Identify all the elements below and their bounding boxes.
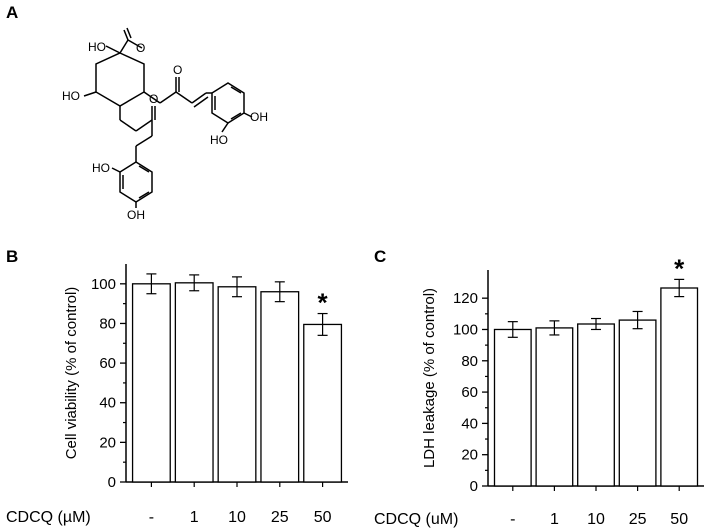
atom-label: HO [92,161,110,175]
y-tick-label: 0 [470,478,478,495]
bar [131,283,171,483]
x-tick-label: 10 [587,511,605,528]
atom-label: HO [62,89,80,103]
bar [660,287,699,487]
y-tick-label: 0 [108,474,116,491]
y-tick-label: 80 [461,353,478,370]
bar [577,323,615,487]
bar [535,327,574,487]
atom-label: OH [250,110,268,124]
catechol-ring-2 [119,161,153,203]
x-tick-label: 10 [228,509,246,526]
carbonyl-label: O [149,92,158,106]
panel-label-c: C [374,247,386,266]
cell-viability-chart: 0 20 40 60 80 100 Cell viability (% of control… [63,264,348,526]
y-tick-label: 60 [461,384,478,401]
x-axis-label-b: CDCQ (µM) [6,509,91,526]
x-tick-label: 25 [271,509,289,526]
bar [493,328,532,487]
y-tick-label: 20 [461,447,478,464]
y-tick-label: 60 [99,355,116,372]
y-tick-label: 20 [99,434,116,451]
y-axis-title: Cell viability (% of control) [63,287,80,460]
y-tick-label: 40 [99,395,116,412]
x-tick-label: - [149,509,154,526]
chemical-structure [83,27,253,208]
structure-labels: HO O HO O O HO OH HO OH HO [62,40,268,222]
bar [618,319,657,487]
y-tick-label: 100 [91,276,116,293]
x-tick-label: 25 [629,511,647,528]
x-tick-label: 50 [314,509,332,526]
bar [174,282,214,483]
significance-marker: * [674,253,685,283]
y-tick-label: 120 [453,290,478,307]
significance-marker: * [318,288,329,318]
ldh-leakage-chart: 0 20 40 60 80 100 120 LDH leakage (% of control… [421,253,704,528]
carbonyl-label: O [173,63,182,77]
panel-label-b: B [6,247,18,266]
catechol-ring-1 [211,82,245,124]
x-tick-label: 1 [190,509,199,526]
carbonyl-label: O [136,41,145,55]
y-axis-title: LDH leakage (% of control) [421,288,438,468]
panel-label-a: A [6,3,18,22]
x-tick-label: 50 [670,511,688,528]
cyclohexane-ring [95,52,145,107]
atom-label: HO [210,133,228,147]
x-tick-label: 1 [550,511,559,528]
bar [260,291,300,483]
x-tick-label: - [510,511,515,528]
atom-label: OH [127,208,145,222]
y-tick-label: 100 [453,321,478,338]
y-tick-label: 80 [99,315,116,332]
atom-label: HO [88,40,106,54]
bar [217,286,257,483]
x-axis-label-c: CDCQ (uM) [374,511,458,528]
y-tick-label: 40 [461,415,478,432]
bar [303,323,343,483]
